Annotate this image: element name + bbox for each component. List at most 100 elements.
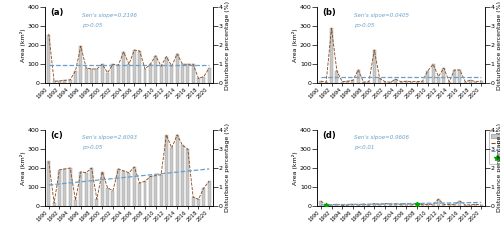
Bar bbox=[340, 205, 344, 206]
Bar bbox=[208, 181, 210, 206]
Bar bbox=[96, 199, 98, 206]
Bar bbox=[426, 71, 429, 83]
Bar bbox=[165, 57, 168, 83]
Bar bbox=[202, 188, 205, 206]
Text: Sen's slpoe=0.9606: Sen's slpoe=0.9606 bbox=[354, 135, 409, 140]
Bar bbox=[324, 82, 328, 83]
Bar bbox=[186, 64, 190, 83]
Bar bbox=[421, 81, 424, 83]
Text: p>0.05: p>0.05 bbox=[354, 23, 374, 28]
Bar bbox=[458, 201, 462, 206]
Bar bbox=[112, 64, 114, 83]
Y-axis label: Disturbance percentage (%): Disturbance percentage (%) bbox=[224, 124, 230, 213]
Bar bbox=[442, 68, 446, 83]
Bar bbox=[384, 82, 386, 83]
Bar bbox=[400, 82, 402, 83]
Bar bbox=[101, 64, 103, 83]
Bar bbox=[58, 170, 61, 206]
Bar bbox=[68, 168, 71, 206]
Bar bbox=[160, 66, 162, 83]
Text: p>0.05: p>0.05 bbox=[82, 23, 102, 28]
Bar bbox=[368, 205, 370, 206]
Bar bbox=[90, 69, 93, 83]
Bar bbox=[154, 176, 157, 206]
Bar bbox=[68, 80, 71, 83]
Bar bbox=[58, 81, 61, 83]
Bar bbox=[74, 71, 77, 83]
Bar bbox=[128, 173, 130, 206]
Bar bbox=[464, 205, 466, 206]
Bar bbox=[64, 80, 66, 83]
Text: Sen's slpoe=0.0405: Sen's slpoe=0.0405 bbox=[354, 13, 409, 18]
Bar bbox=[117, 169, 119, 206]
Bar bbox=[458, 70, 462, 83]
Bar bbox=[133, 50, 136, 83]
Bar bbox=[394, 204, 397, 206]
Bar bbox=[464, 82, 466, 83]
Bar bbox=[405, 204, 408, 206]
Bar bbox=[52, 203, 56, 206]
Bar bbox=[352, 80, 354, 83]
Y-axis label: Disturbance percentage (%): Disturbance percentage (%) bbox=[496, 1, 500, 90]
Bar bbox=[432, 204, 434, 206]
Bar bbox=[357, 205, 360, 206]
Bar bbox=[389, 82, 392, 83]
Bar bbox=[378, 78, 381, 83]
Bar bbox=[330, 205, 333, 206]
Bar bbox=[176, 135, 178, 206]
Bar bbox=[80, 46, 82, 83]
Bar bbox=[453, 70, 456, 83]
Bar bbox=[144, 69, 146, 83]
Bar bbox=[202, 77, 205, 83]
Bar bbox=[373, 50, 376, 83]
Bar bbox=[181, 145, 184, 206]
Bar bbox=[170, 66, 173, 83]
Text: p>0.05: p>0.05 bbox=[82, 145, 102, 150]
Bar bbox=[416, 82, 418, 83]
Bar bbox=[84, 173, 87, 206]
Bar bbox=[117, 65, 119, 83]
Bar bbox=[340, 82, 344, 83]
Bar bbox=[106, 73, 109, 83]
Text: (d): (d) bbox=[322, 131, 336, 140]
Bar bbox=[410, 204, 413, 206]
Bar bbox=[437, 77, 440, 83]
Bar bbox=[448, 82, 450, 83]
Bar bbox=[138, 183, 141, 206]
Bar bbox=[74, 200, 77, 206]
Bar bbox=[165, 135, 168, 206]
Bar bbox=[373, 204, 376, 206]
Bar bbox=[149, 177, 152, 206]
Bar bbox=[80, 172, 82, 206]
Text: (b): (b) bbox=[322, 8, 336, 17]
Text: Sen's slope=0.2196: Sen's slope=0.2196 bbox=[82, 13, 137, 18]
Y-axis label: Area (km²): Area (km²) bbox=[292, 151, 298, 185]
Bar bbox=[405, 81, 408, 83]
Bar bbox=[448, 204, 450, 206]
Bar bbox=[149, 64, 152, 83]
Bar bbox=[106, 188, 109, 206]
Bar bbox=[133, 167, 136, 206]
Bar bbox=[197, 78, 200, 83]
Bar bbox=[112, 191, 114, 206]
Bar bbox=[442, 204, 446, 206]
Text: p<0.01: p<0.01 bbox=[354, 145, 374, 150]
Bar bbox=[346, 81, 349, 83]
Bar bbox=[378, 204, 381, 206]
Bar bbox=[336, 204, 338, 206]
Bar bbox=[324, 205, 328, 206]
Text: (c): (c) bbox=[50, 131, 63, 140]
Y-axis label: Area (km²): Area (km²) bbox=[20, 29, 26, 62]
Legend: Disturbance area, Disturbance percentage, MK trend, Breakpoint: Disturbance area, Disturbance percentage… bbox=[488, 131, 500, 164]
Bar bbox=[320, 201, 322, 206]
Bar bbox=[90, 168, 93, 206]
Bar bbox=[362, 204, 365, 206]
Bar bbox=[469, 80, 472, 83]
Bar bbox=[320, 81, 322, 83]
Bar bbox=[480, 205, 482, 206]
Text: (a): (a) bbox=[50, 8, 64, 17]
Bar bbox=[170, 148, 173, 206]
Bar bbox=[64, 169, 66, 206]
Bar bbox=[362, 82, 365, 83]
Bar bbox=[122, 52, 125, 83]
